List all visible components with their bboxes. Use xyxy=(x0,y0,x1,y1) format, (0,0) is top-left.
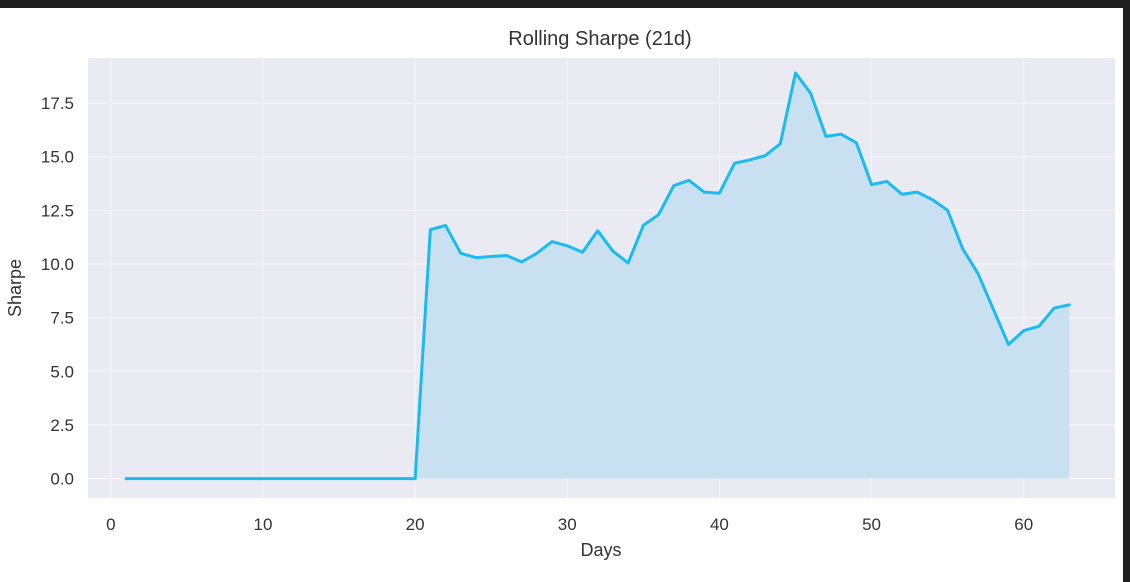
y-tick-label: 10.0 xyxy=(41,255,74,274)
x-tick-label: 60 xyxy=(1014,515,1033,534)
y-tick-label: 12.5 xyxy=(41,201,74,220)
chart-container: Rolling Sharpe (21d) 0 10 20 30 40 50 60 0.0 2.… xyxy=(0,8,1123,582)
x-axis-ticks: 0 10 20 30 40 50 60 xyxy=(106,515,1033,534)
y-tick-label: 2.5 xyxy=(50,416,74,435)
x-tick-label: 40 xyxy=(710,515,729,534)
y-tick-label: 17.5 xyxy=(41,94,74,113)
y-axis-ticks: 0.0 2.5 5.0 7.5 10.0 12.5 15.0 17.5 xyxy=(41,94,74,489)
y-tick-label: 15.0 xyxy=(41,148,74,167)
sharpe-line xyxy=(124,71,1071,481)
sharpe-area-fill xyxy=(126,73,1070,479)
series-line-group xyxy=(124,71,1071,481)
x-tick-label: 0 xyxy=(106,515,115,534)
y-tick-label: 7.5 xyxy=(50,309,74,328)
x-tick-label: 10 xyxy=(254,515,273,534)
x-tick-label: 50 xyxy=(862,515,881,534)
x-tick-label: 30 xyxy=(558,515,577,534)
y-tick-label: 0.0 xyxy=(50,470,74,489)
x-tick-label: 20 xyxy=(406,515,425,534)
y-axis-title: Sharpe xyxy=(5,259,25,317)
rolling-sharpe-chart: Rolling Sharpe (21d) 0 10 20 30 40 50 60 0.0 2.… xyxy=(5,28,1115,560)
series-area xyxy=(126,73,1070,479)
y-tick-label: 5.0 xyxy=(50,362,74,381)
x-axis-title: Days xyxy=(580,540,621,560)
chart-title: Rolling Sharpe (21d) xyxy=(508,28,691,50)
